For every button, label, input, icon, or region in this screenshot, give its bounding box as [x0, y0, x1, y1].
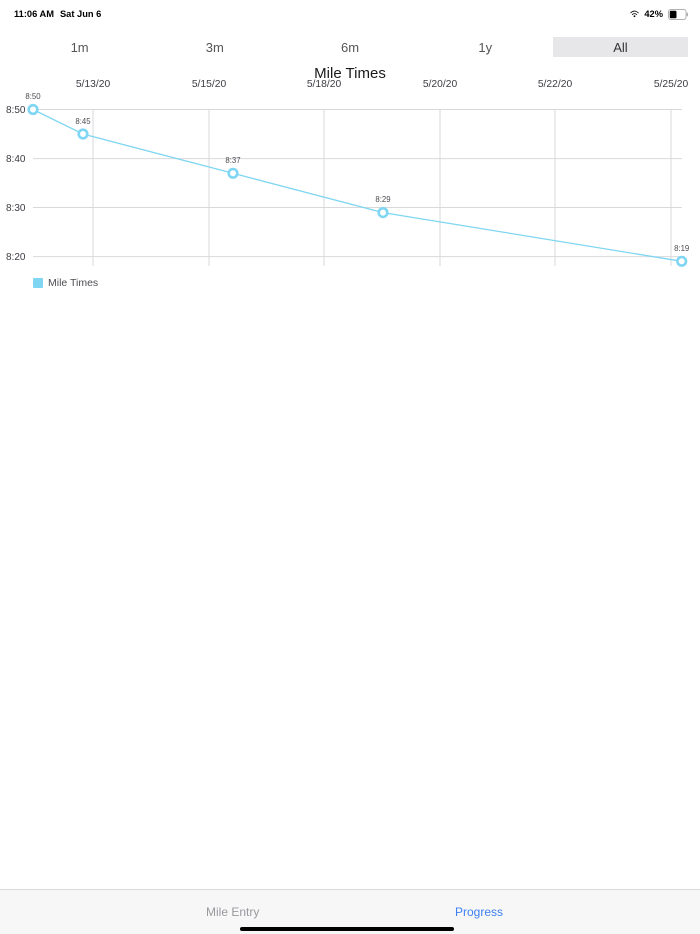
svg-text:8:19: 8:19: [674, 244, 689, 253]
svg-text:5/20/20: 5/20/20: [423, 79, 458, 90]
svg-text:8:50: 8:50: [6, 105, 26, 116]
svg-text:8:45: 8:45: [75, 117, 91, 126]
svg-text:8:30: 8:30: [6, 203, 26, 214]
svg-text:8:29: 8:29: [375, 195, 390, 204]
svg-text:8:50: 8:50: [25, 92, 41, 101]
svg-text:8:37: 8:37: [225, 156, 240, 165]
svg-text:8:20: 8:20: [6, 252, 26, 263]
svg-text:5/18/20: 5/18/20: [307, 79, 342, 90]
svg-text:5/25/20: 5/25/20: [654, 79, 689, 90]
svg-text:5/22/20: 5/22/20: [538, 79, 573, 90]
svg-text:5/13/20: 5/13/20: [76, 79, 111, 90]
svg-text:8:40: 8:40: [6, 154, 26, 165]
svg-text:5/15/20: 5/15/20: [192, 79, 227, 90]
